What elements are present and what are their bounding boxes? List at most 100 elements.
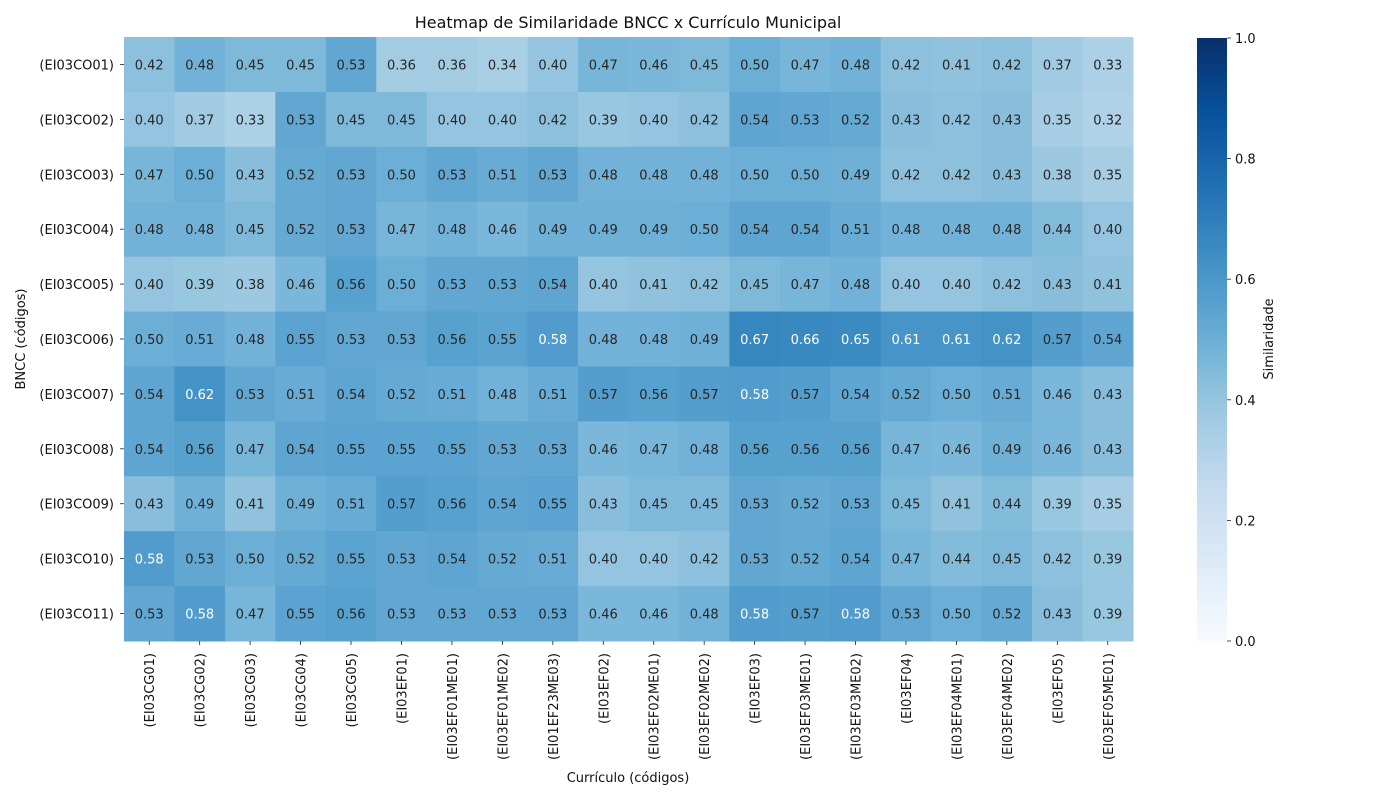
heatmap-cell xyxy=(275,476,327,532)
cell-value-label: 0.45 xyxy=(387,113,416,128)
cell-value-label: 0.58 xyxy=(185,608,214,623)
cell-value-label: 0.40 xyxy=(942,278,971,293)
cell-value-label: 0.51 xyxy=(538,553,567,568)
heatmap-cell xyxy=(376,256,428,313)
cell-value-label: 0.47 xyxy=(589,58,618,73)
heatmap-cell xyxy=(224,37,276,93)
heatmap-cell xyxy=(729,201,781,258)
x-tick-label: (EI03EF02ME02) xyxy=(698,653,713,760)
heatmap-cell xyxy=(830,311,882,367)
heatmap-cell xyxy=(981,586,1033,642)
cell-value-label: 0.46 xyxy=(488,223,517,238)
y-tick-label: (EI03CO11) xyxy=(39,608,114,623)
heatmap-cell xyxy=(527,37,579,93)
heatmap-cell xyxy=(880,421,932,477)
heatmap-cell xyxy=(578,531,629,587)
cell-value-label: 0.65 xyxy=(841,333,870,348)
cell-value-label: 0.53 xyxy=(135,608,164,623)
heatmap-cell xyxy=(880,256,932,313)
heatmap-cell xyxy=(1032,37,1084,93)
cell-value-label: 0.57 xyxy=(387,498,416,513)
x-tick-label: (EI01EF23ME03) xyxy=(547,653,562,760)
heatmap-cell xyxy=(477,586,529,642)
cell-value-label: 0.45 xyxy=(690,498,719,513)
cell-value-label: 0.55 xyxy=(488,333,517,348)
cell-value-label: 0.40 xyxy=(589,553,618,568)
heatmap-cell xyxy=(779,531,831,587)
heatmap-cell xyxy=(325,476,377,532)
cell-value-label: 0.53 xyxy=(387,608,416,623)
cell-value-label: 0.46 xyxy=(589,443,618,458)
cell-value-label: 0.41 xyxy=(639,278,668,293)
cell-value-label: 0.47 xyxy=(135,168,164,183)
heatmap-cell xyxy=(325,37,377,93)
heatmap-cell xyxy=(981,311,1033,367)
y-tick-labels: (EI03CO01) (EI03CO02) (EI03CO03) (EI03CO04)… xyxy=(39,58,124,623)
x-tick-label: (EI03CG01) xyxy=(143,653,158,727)
heatmap-cell xyxy=(981,476,1033,532)
heatmap-cell xyxy=(174,366,226,422)
heatmap-cell xyxy=(325,531,377,587)
cell-value-label: 0.48 xyxy=(841,58,870,73)
heatmap-cell xyxy=(578,421,629,477)
cell-value-label: 0.45 xyxy=(992,553,1021,568)
cell-value-label: 0.36 xyxy=(387,58,416,73)
heatmap-cell xyxy=(224,366,276,422)
cell-value-label: 0.58 xyxy=(740,608,769,623)
heatmap-cell xyxy=(678,476,730,532)
cell-value-label: 0.50 xyxy=(387,278,416,293)
cell-value-label: 0.43 xyxy=(1043,278,1072,293)
x-tick-label: (EI03EF01ME01) xyxy=(446,653,461,760)
heatmap-cell xyxy=(174,476,226,532)
cell-value-label: 0.52 xyxy=(286,223,315,238)
heatmap-cell xyxy=(224,421,276,477)
heatmap-cell xyxy=(1032,586,1084,642)
heatmap-cell xyxy=(224,146,276,203)
colorbar-tick-label: 0.0 xyxy=(1235,635,1256,650)
heatmap-cell xyxy=(224,201,276,258)
heatmap-cell xyxy=(578,37,629,93)
cell-value-label: 0.36 xyxy=(437,58,466,73)
cell-value-label: 0.48 xyxy=(690,168,719,183)
cell-value-label: 0.53 xyxy=(437,608,466,623)
colorbar-label: Similaridade xyxy=(1262,298,1277,379)
cell-value-label: 0.44 xyxy=(942,553,971,568)
heatmap-cell xyxy=(124,201,175,258)
heatmap-cell xyxy=(224,476,276,532)
heatmap-cell xyxy=(931,256,983,313)
colorbar-ticks: 0.0 0.2 0.4 0.6 0.8 1.0 xyxy=(1227,32,1256,650)
cell-value-label: 0.48 xyxy=(639,168,668,183)
heatmap-cell xyxy=(527,421,579,477)
heatmap-cell xyxy=(224,586,276,642)
heatmap-cell xyxy=(124,37,175,93)
heatmap-cell xyxy=(678,91,730,148)
heatmap-cell xyxy=(931,311,983,367)
cell-value-label: 0.41 xyxy=(1093,278,1122,293)
heatmap-cell xyxy=(678,37,730,93)
cell-value-label: 0.48 xyxy=(185,223,214,238)
heatmap-cell xyxy=(931,476,983,532)
heatmap-cell xyxy=(325,201,377,258)
heatmap-cell xyxy=(1082,146,1134,203)
heatmap-cell xyxy=(1032,421,1084,477)
cell-value-label: 0.53 xyxy=(337,168,366,183)
cell-value-label: 0.62 xyxy=(185,388,214,403)
heatmap-cell xyxy=(779,91,831,148)
cell-value-label: 0.50 xyxy=(740,168,769,183)
cell-value-label: 0.51 xyxy=(841,223,870,238)
cell-value-label: 0.54 xyxy=(488,498,517,513)
heatmap-cell xyxy=(830,586,882,642)
cell-value-label: 0.42 xyxy=(690,113,719,128)
heatmap-cell xyxy=(174,311,226,367)
x-tick-label: (EI03EF04) xyxy=(900,653,915,724)
cell-value-label: 0.34 xyxy=(488,58,517,73)
cell-value-label: 0.50 xyxy=(185,168,214,183)
heatmap-cell xyxy=(275,366,327,422)
cell-value-label: 0.47 xyxy=(791,278,820,293)
heatmap-cell xyxy=(578,91,629,148)
heatmap-cell xyxy=(426,256,478,313)
heatmap-cell xyxy=(426,586,478,642)
heatmap-cell xyxy=(174,586,226,642)
colorbar-tick-label: 1.0 xyxy=(1235,32,1256,47)
heatmap-cell xyxy=(779,311,831,367)
